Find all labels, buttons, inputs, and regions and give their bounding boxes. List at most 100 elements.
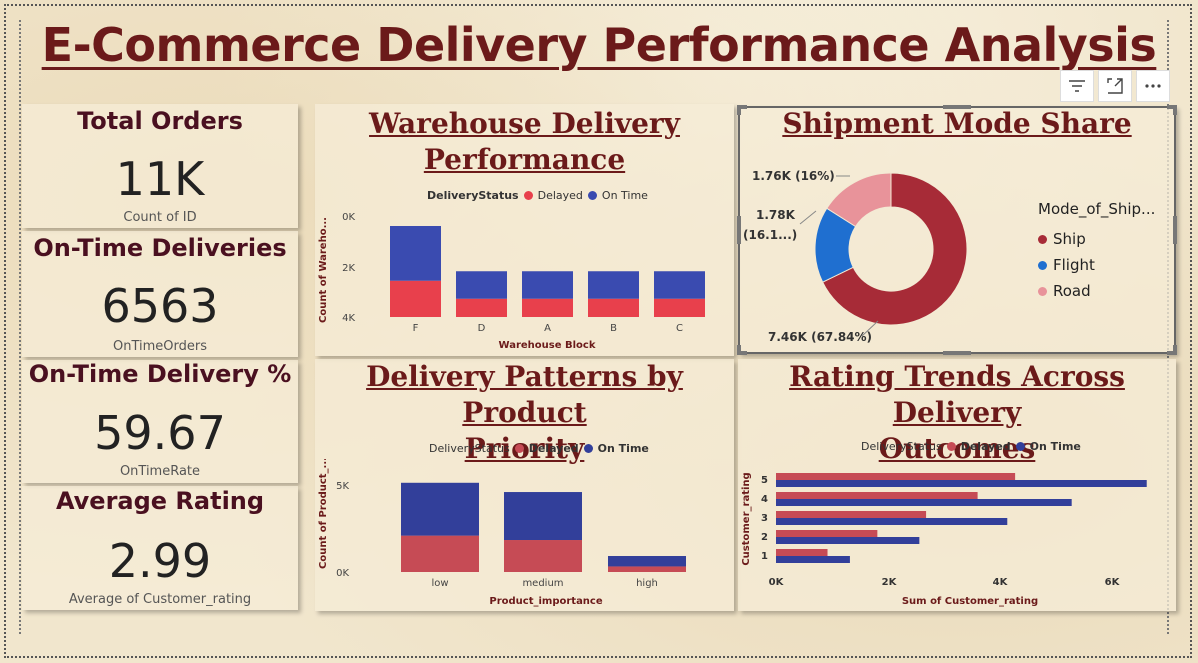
legend-dot-on-time	[1015, 442, 1025, 451]
x-tick-label: low	[431, 578, 448, 589]
bar-group	[776, 473, 1147, 563]
legend-item-on-time[interactable]: On Time	[601, 189, 648, 202]
x-tick-label: B	[610, 323, 617, 334]
kpi-title: On-Time Delivery %	[28, 360, 292, 388]
bar-delayed[interactable]	[776, 549, 828, 556]
kpi-value: 2.99	[108, 534, 212, 588]
kpi-card-total-orders[interactable]: Total Orders 11K Count of ID	[22, 104, 298, 228]
x-tick-label: F	[413, 323, 419, 334]
bar-delayed[interactable]	[776, 492, 978, 499]
bar-on-time[interactable]	[654, 271, 705, 299]
legend-item-delayed[interactable]: Delayed	[528, 442, 579, 455]
legend-label: Road	[1053, 282, 1091, 300]
x-tick-label: 4K	[993, 577, 1009, 588]
chart-title: Rating Trends Across Delivery Outcomes	[738, 359, 1176, 467]
chart-title-line1: Rating Trends Across Delivery	[789, 360, 1125, 429]
data-label-ship: 7.46K (67.84%)	[768, 330, 872, 344]
bar-on-time[interactable]	[456, 271, 507, 299]
bar-on-time[interactable]	[776, 537, 920, 544]
product-priority-chart[interactable]: Delivery Patterns by Product Priority De…	[315, 359, 734, 611]
chart-title-line2: Outcomes	[878, 432, 1036, 465]
warehouse-delivery-chart[interactable]: Warehouse Delivery Performance DeliveryS…	[315, 104, 734, 356]
priority-plot: Count of Product_... 5K 0K low medium high…	[318, 459, 686, 607]
kpi-card-on-time-rate[interactable]: On-Time Delivery % 59.67 OnTimeRate	[22, 360, 298, 483]
kpi-label: Average of Customer_rating	[68, 592, 252, 607]
bar-delayed[interactable]	[776, 511, 927, 518]
bar-delayed[interactable]	[522, 298, 573, 317]
data-label-flight: (16.1...)	[743, 228, 797, 242]
legend-item-ship[interactable]: Ship	[1038, 226, 1155, 252]
bar-on-time[interactable]	[588, 271, 639, 299]
visual-header-toolbar	[1060, 70, 1170, 102]
donut-slice-road[interactable]	[826, 172, 892, 228]
kpi-title: Average Rating	[55, 487, 265, 515]
x-axis-title: Sum of Customer_rating	[902, 596, 1038, 607]
chart-legend: DeliveryStatus Delayed On Time	[429, 442, 649, 455]
y-tick-label: 0K	[342, 212, 355, 223]
donut-slice-ship[interactable]	[821, 172, 968, 326]
legend-item-road[interactable]: Road	[1038, 278, 1155, 304]
x-tick-label: C	[676, 323, 683, 334]
legend-label: Ship	[1053, 230, 1086, 248]
bar-delayed[interactable]	[588, 298, 639, 317]
legend-title: Mode_of_Ship...	[1038, 200, 1156, 218]
bar-on-time[interactable]	[776, 556, 850, 563]
legend-item-flight[interactable]: Flight	[1038, 252, 1155, 278]
y-tick-label: 0K	[336, 568, 349, 579]
kpi-title: On-Time Deliveries	[33, 234, 287, 262]
chart-title-line1: Warehouse Delivery	[369, 107, 680, 140]
bar-group	[401, 482, 686, 572]
kpi-label: Count of ID	[123, 210, 197, 225]
bar-delayed[interactable]	[654, 298, 705, 317]
y-tick-label: 2K	[342, 263, 355, 274]
legend-item-on-time[interactable]: On Time	[597, 442, 649, 455]
bar-delayed[interactable]	[504, 540, 582, 572]
bar-on-time[interactable]	[390, 226, 441, 281]
bar-on-time[interactable]	[522, 271, 573, 299]
legend-item-delayed[interactable]: Delayed	[960, 440, 1011, 453]
bar-on-time[interactable]	[776, 518, 1008, 525]
focus-mode-icon[interactable]	[1098, 70, 1132, 102]
data-label-flight: 1.78K	[756, 208, 796, 222]
chart-legend: DeliveryStatus Delayed On Time	[861, 440, 1081, 453]
bar-delayed[interactable]	[456, 298, 507, 317]
leader-line	[861, 320, 879, 337]
kpi-value: 6563	[101, 279, 219, 333]
bar-on-time[interactable]	[504, 492, 582, 541]
bar-delayed[interactable]	[608, 566, 686, 572]
chart-title-line1: Delivery Patterns by Product	[366, 360, 683, 429]
x-axis-title: Product_importance	[489, 596, 602, 607]
bar-delayed[interactable]	[390, 280, 441, 317]
x-tick-label: medium	[522, 578, 563, 589]
bar-on-time[interactable]	[608, 556, 686, 567]
bar-delayed[interactable]	[776, 530, 878, 537]
kpi-label: OnTimeOrders	[112, 339, 207, 354]
legend-title: DeliveryStatus	[861, 440, 942, 453]
shipment-mode-chart[interactable]: Shipment Mode Share 1.76K (16%) 1.78K (1…	[738, 106, 1176, 354]
bar-delayed[interactable]	[776, 473, 1016, 480]
y-tick-label: 4K	[342, 313, 355, 324]
bar-on-time[interactable]	[401, 482, 479, 536]
kpi-card-on-time-deliveries[interactable]: On-Time Deliveries 6563 OnTimeOrders	[22, 231, 298, 357]
bar-on-time[interactable]	[776, 499, 1072, 506]
legend-item-delayed[interactable]: Delayed	[537, 189, 583, 202]
warehouse-plot: Count of Wareho... 4K 2K 0K F D A B C Wareho…	[318, 212, 705, 351]
chart-title: Shipment Mode Share	[782, 107, 1132, 140]
rating-trends-chart[interactable]: Rating Trends Across Delivery Outcomes D…	[738, 359, 1176, 611]
x-tick-label: D	[478, 323, 486, 334]
y-tick-label: 5K	[336, 481, 349, 492]
legend-item-on-time[interactable]: On Time	[1029, 440, 1081, 453]
legend-dot-delayed	[946, 442, 956, 451]
x-tick-label: A	[544, 323, 551, 334]
filter-icon[interactable]	[1060, 70, 1094, 102]
y-tick-label: 2	[761, 532, 768, 543]
x-tick-labels: low medium high	[431, 578, 657, 589]
more-options-icon[interactable]	[1136, 70, 1170, 102]
bar-on-time[interactable]	[776, 480, 1147, 487]
kpi-label: OnTimeRate	[119, 464, 201, 479]
x-tick-label: 2K	[882, 577, 898, 588]
bar-delayed[interactable]	[401, 535, 479, 572]
y-axis-title: Customer_rating	[741, 472, 752, 565]
kpi-card-average-rating[interactable]: Average Rating 2.99 Average of Customer_…	[22, 486, 298, 610]
